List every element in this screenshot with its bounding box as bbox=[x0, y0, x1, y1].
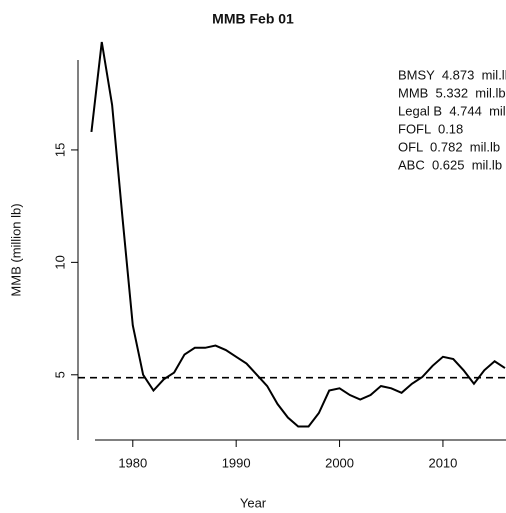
y-tick-label: 5 bbox=[52, 371, 67, 378]
annotation: ABC 0.625 mil.lb bbox=[398, 157, 502, 172]
y-tick-label: 15 bbox=[52, 143, 67, 157]
y-axis-label: MMB (million lb) bbox=[8, 203, 23, 296]
x-tick-label: 2010 bbox=[428, 455, 457, 470]
y-tick-label: 10 bbox=[52, 255, 67, 269]
data-line bbox=[90, 41, 506, 428]
annotation: FOFL 0.18 bbox=[398, 121, 463, 136]
annotation: MMB 5.332 mil.lb bbox=[398, 85, 506, 100]
x-tick-label: 1990 bbox=[222, 455, 251, 470]
x-tick-label: 2000 bbox=[325, 455, 354, 470]
x-axis-label: Year bbox=[240, 495, 267, 510]
chart-title: MMB Feb 01 bbox=[212, 11, 294, 27]
x-tick-label: 1980 bbox=[118, 455, 147, 470]
annotation: Legal B 4.744 mil.lb bbox=[398, 103, 506, 118]
annotation: OFL 0.782 mil.lb bbox=[398, 139, 500, 154]
annotation: BMSY 4.873 mil.lb bbox=[398, 67, 506, 82]
